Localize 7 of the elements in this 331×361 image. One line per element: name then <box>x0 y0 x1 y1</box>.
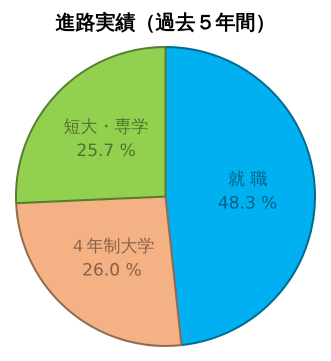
slice-label: ４年制大学 <box>69 236 154 256</box>
chart-title: 進路実績（過去５年間） <box>56 10 276 34</box>
slice-label: 就 職 <box>228 170 268 190</box>
data-label: 25.7 % <box>76 141 136 162</box>
slice-label: 短大・専学 <box>64 117 149 138</box>
data-label: 26.0 % <box>82 260 142 280</box>
data-label: 48.3 % <box>218 194 278 214</box>
